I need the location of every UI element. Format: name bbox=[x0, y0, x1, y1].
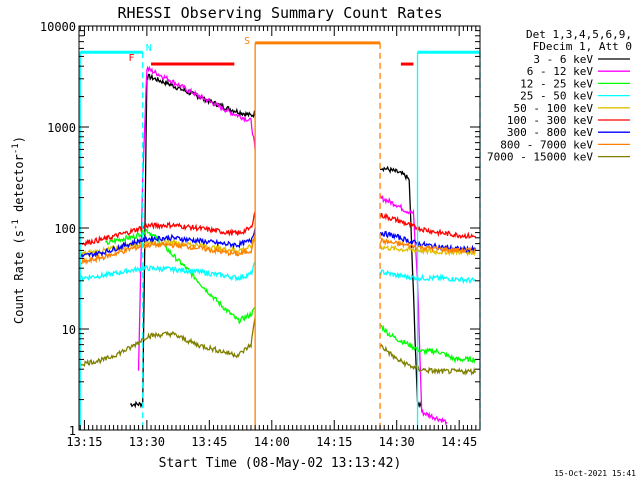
plot-clip-group bbox=[79, 65, 477, 426]
x-tick-label: 13:30 bbox=[129, 435, 165, 449]
marker-N: N bbox=[146, 43, 152, 54]
y-tick-label: 1000 bbox=[47, 121, 76, 135]
series-line-6-0 bbox=[79, 227, 256, 259]
series-line-4-1 bbox=[379, 244, 477, 258]
y-axis-label-end: ) bbox=[12, 136, 26, 143]
series-line-7-0 bbox=[79, 234, 256, 266]
series-line-7-1 bbox=[380, 237, 477, 255]
x-tick-label: 14:15 bbox=[316, 435, 352, 449]
legend-label-4: 50 - 100 keV bbox=[514, 102, 594, 115]
legend-label-5: 100 - 300 keV bbox=[507, 114, 593, 127]
marker-F: F bbox=[129, 53, 135, 64]
legend-header-0: Det 1,3,4,5,6,9, bbox=[526, 28, 632, 41]
x-tick-label: 13:15 bbox=[66, 435, 102, 449]
y-axis-label-sup2: -1 bbox=[11, 143, 21, 154]
legend-label-0: 3 - 6 keV bbox=[533, 53, 593, 66]
x-tick-label: 14:00 bbox=[254, 435, 290, 449]
legend: Det 1,3,4,5,6,9,FDecim 1, Att 03 - 6 keV… bbox=[487, 28, 632, 164]
marker-S: S bbox=[244, 36, 250, 47]
y-axis-label-main: Count Rate (s bbox=[12, 230, 26, 324]
plot-area: NF S bbox=[79, 36, 481, 430]
series-line-3-0 bbox=[79, 262, 256, 282]
y-tick-label: 10 bbox=[62, 323, 76, 337]
legend-label-2: 12 - 25 keV bbox=[520, 77, 593, 90]
x-tick-label: 14:45 bbox=[441, 435, 477, 449]
legend-header-1: FDecim 1, Att 0 bbox=[533, 40, 632, 53]
series-line-0-0 bbox=[129, 73, 256, 409]
legend-label-8: 7000 - 15000 keV bbox=[487, 151, 593, 164]
series-line-2-0 bbox=[104, 228, 256, 325]
series-line-8-0 bbox=[79, 317, 256, 367]
legend-label-1: 6 - 12 keV bbox=[527, 65, 594, 78]
x-tick-label: 13:45 bbox=[191, 435, 227, 449]
y-axis-label-sup1: -1 bbox=[11, 219, 21, 230]
series-line-0-1 bbox=[379, 165, 423, 409]
x-axis-label: Start Time (08-May-02 13:13:42) bbox=[159, 456, 402, 471]
y-axis-label-mid: detector bbox=[12, 154, 26, 219]
series-line-8-1 bbox=[379, 343, 477, 376]
axes: 1 10 100 1000 10000 13:15 13:30 13:45 14:00 14:15… bbox=[40, 20, 481, 449]
y-tick-label: 1 bbox=[69, 424, 76, 438]
series-line-3-1 bbox=[379, 269, 477, 285]
y-tick-label: 10000 bbox=[40, 20, 76, 34]
chart-title: RHESSI Observing Summary Count Rates bbox=[117, 4, 442, 22]
y-axis-label: Count Rate (s-1 detector-1) bbox=[11, 136, 26, 324]
x-tick-label: 14:30 bbox=[379, 435, 415, 449]
y-tick-label: 100 bbox=[54, 222, 76, 236]
series-line-5-0 bbox=[79, 211, 256, 247]
series-line-2-1 bbox=[379, 324, 476, 365]
series-line-4-0 bbox=[79, 237, 256, 257]
legend-label-3: 25 - 50 keV bbox=[520, 90, 593, 103]
series-line-1-0 bbox=[137, 65, 256, 371]
legend-label-6: 300 - 800 keV bbox=[507, 126, 593, 139]
footer-date: 15-Oct-2021 15:41 bbox=[554, 469, 636, 478]
series-line-1-1 bbox=[379, 194, 448, 426]
series-line-5-1 bbox=[379, 212, 477, 239]
legend-label-7: 800 - 7000 keV bbox=[500, 138, 593, 151]
